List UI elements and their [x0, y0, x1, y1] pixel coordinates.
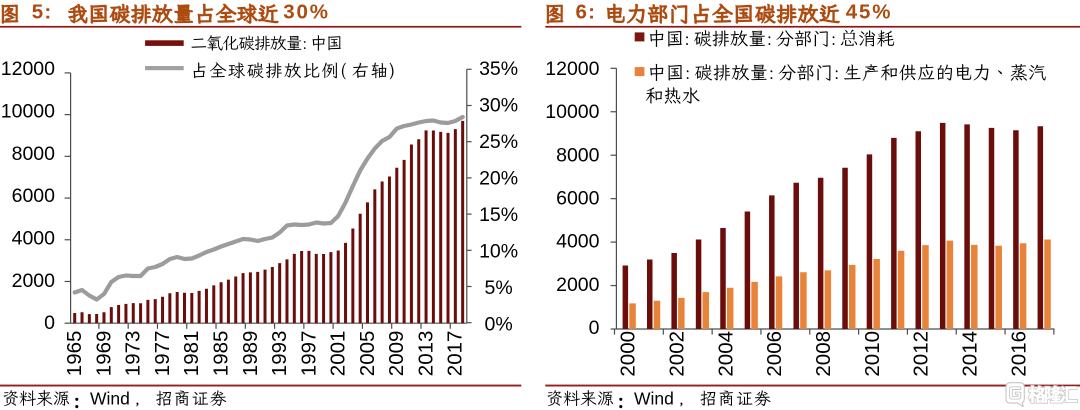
svg-text:6000: 6000	[556, 188, 600, 210]
svg-text:2005: 2005	[356, 331, 379, 377]
svg-text:1969: 1969	[92, 331, 115, 377]
svg-text:8000: 8000	[556, 144, 600, 166]
svg-text:15%: 15%	[479, 204, 518, 226]
svg-text:0%: 0%	[485, 313, 513, 335]
svg-text:10%: 10%	[479, 240, 518, 262]
svg-text:1997: 1997	[297, 331, 320, 377]
svg-text:6000: 6000	[12, 185, 56, 207]
svg-text:2017: 2017	[444, 331, 467, 377]
svg-text:10000: 10000	[1, 100, 55, 122]
svg-text:1981: 1981	[180, 331, 203, 377]
svg-text:8000: 8000	[12, 143, 56, 165]
svg-text:0: 0	[589, 317, 600, 339]
svg-text:1985: 1985	[210, 331, 233, 377]
svg-text:2008: 2008	[812, 331, 835, 377]
svg-text:5:: 5:	[32, 0, 53, 23]
svg-text:1993: 1993	[268, 331, 291, 377]
svg-text:2000: 2000	[12, 270, 56, 292]
svg-text:2002: 2002	[666, 331, 689, 377]
svg-text:1989: 1989	[239, 331, 262, 377]
svg-text:35%: 35%	[479, 58, 518, 80]
svg-text:5%: 5%	[485, 277, 513, 299]
svg-text:12000: 12000	[545, 58, 599, 80]
svg-text:6:: 6:	[576, 0, 597, 23]
svg-text:1977: 1977	[151, 331, 174, 377]
svg-text:2014: 2014	[958, 331, 981, 377]
svg-text:0: 0	[44, 312, 55, 334]
svg-text:1973: 1973	[122, 331, 145, 377]
svg-text:2016: 2016	[1007, 331, 1030, 377]
svg-text:30%: 30%	[479, 94, 518, 116]
svg-text:12000: 12000	[1, 58, 55, 80]
svg-text:4000: 4000	[12, 227, 56, 249]
svg-text:2006: 2006	[763, 331, 786, 377]
svg-text:45%: 45%	[846, 0, 892, 23]
svg-text:Wind: Wind	[90, 388, 130, 408]
svg-text:2004: 2004	[714, 331, 737, 377]
svg-text:2001: 2001	[327, 331, 350, 377]
svg-text:2000: 2000	[556, 274, 600, 296]
svg-text:2013: 2013	[414, 331, 437, 377]
svg-text:25%: 25%	[479, 131, 518, 153]
svg-text:4000: 4000	[556, 231, 600, 253]
svg-text:1965: 1965	[63, 331, 86, 377]
svg-text:2012: 2012	[910, 331, 933, 377]
svg-text:2009: 2009	[385, 331, 408, 377]
svg-text:2000: 2000	[617, 331, 640, 377]
svg-text:10000: 10000	[545, 101, 599, 123]
svg-text:2010: 2010	[861, 331, 884, 377]
svg-text:20%: 20%	[479, 167, 518, 189]
svg-text:30%: 30%	[283, 0, 329, 23]
svg-text:Wind: Wind	[634, 388, 674, 408]
